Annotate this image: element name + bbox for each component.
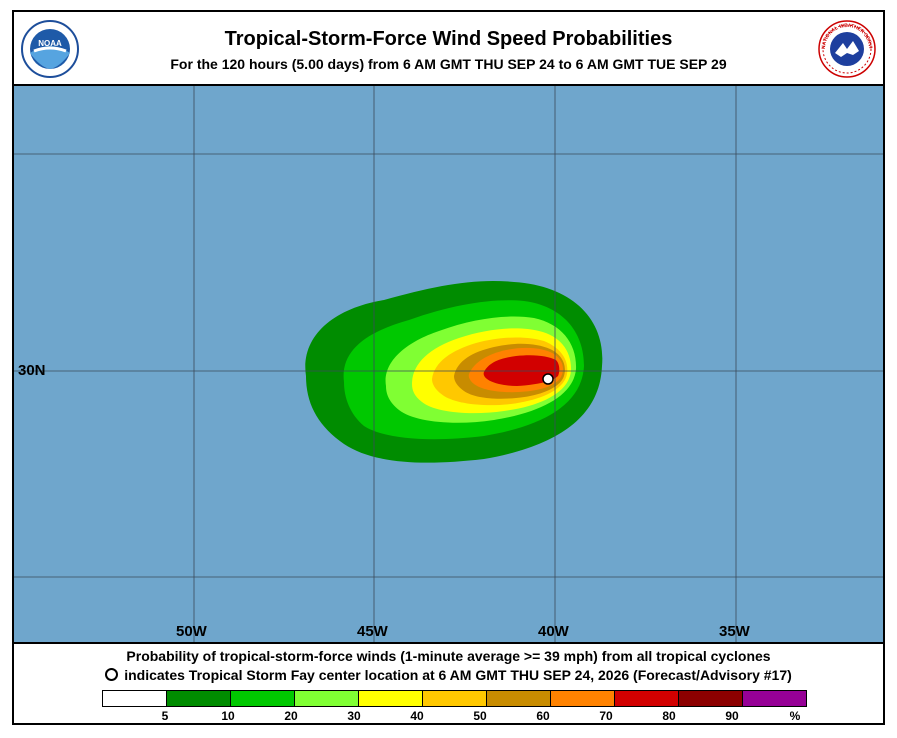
nws-logo: NATIONAL WEATHER SERVICE: [817, 19, 876, 78]
legend-tick-label: 50: [473, 709, 487, 723]
page-subtitle: For the 120 hours (5.00 days) from 6 AM …: [170, 56, 727, 72]
legend-labels: 5 10 20 30 40 50 60 70 80 90%: [102, 709, 822, 725]
legend-swatch: [231, 690, 295, 707]
legend-tick-label: 5: [161, 709, 169, 723]
legend-tick-label: 20: [284, 709, 298, 723]
legend-tick-label: 30: [347, 709, 361, 723]
legend-swatch: [615, 690, 679, 707]
page-title: Tropical-Storm-Force Wind Speed Probabil…: [224, 28, 673, 50]
legend-colorbar: [102, 690, 807, 707]
lat-label-30n: 30N: [18, 362, 46, 379]
legend-tick-label: 70: [599, 709, 613, 723]
legend-swatch: [679, 690, 743, 707]
lon-label-35w: 35W: [719, 623, 750, 640]
footer-description: Probability of tropical-storm-force wind…: [126, 648, 771, 664]
legend-swatch: [551, 690, 615, 707]
graticule: [14, 86, 883, 642]
legend-tick-label: 60: [536, 709, 550, 723]
noaa-logo: NOAA: [21, 20, 79, 78]
lon-label-50w: 50W: [176, 623, 207, 640]
legend-tick-label: 40: [410, 709, 424, 723]
header: NOAA Tropical-Storm-Force Wind Speed Pro…: [14, 12, 883, 84]
footer-storm-note-text: indicates Tropical Storm Fay center loca…: [124, 667, 792, 683]
legend-swatch: [743, 690, 807, 707]
storm-center-marker: [542, 373, 554, 385]
footer-storm-note: indicates Tropical Storm Fay center loca…: [14, 667, 883, 683]
map-canvas: [14, 86, 883, 642]
map-area: 30N 50W 45W 40W 35W: [14, 84, 883, 644]
legend-tick-label: 80: [662, 709, 676, 723]
legend-swatch: [423, 690, 487, 707]
legend-swatch: [295, 690, 359, 707]
lon-label-45w: 45W: [357, 623, 388, 640]
legend-swatch: [167, 690, 231, 707]
svg-text:NOAA: NOAA: [38, 39, 62, 48]
legend-swatch: [102, 690, 167, 707]
legend-tick-label: %: [789, 709, 801, 723]
legend-tick-label: 90: [725, 709, 739, 723]
graphic-frame: NOAA Tropical-Storm-Force Wind Speed Pro…: [12, 10, 885, 725]
legend-swatch: [359, 690, 423, 707]
circle-icon: [105, 668, 119, 681]
legend-tick-label: 10: [221, 709, 235, 723]
lon-label-40w: 40W: [538, 623, 569, 640]
legend-swatch: [487, 690, 551, 707]
